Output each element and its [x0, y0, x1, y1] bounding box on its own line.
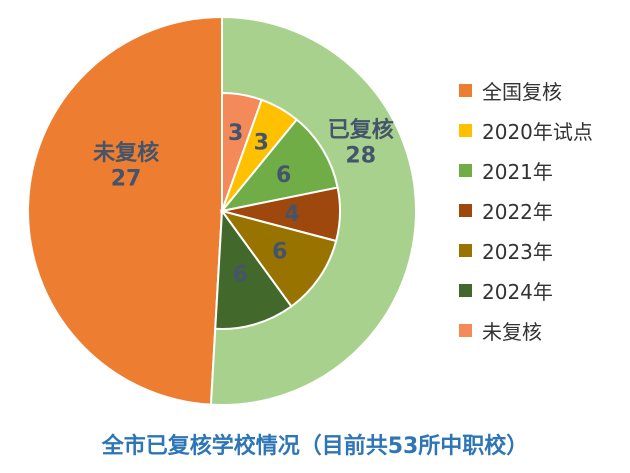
legend-item-6: 未复核	[459, 310, 593, 350]
inner-value-label-5: 6	[233, 262, 248, 287]
legend-swatch	[459, 243, 472, 257]
outer-label-0: 未复核 27	[93, 140, 159, 191]
outer-label-1: 已复核 28	[328, 117, 394, 168]
legend-swatch	[459, 163, 472, 177]
inner-value-label-0: 3	[228, 121, 243, 146]
legend-item-3: 2022年	[459, 190, 593, 230]
legend-item-4: 2023年	[459, 230, 593, 270]
legend-swatch	[459, 283, 472, 297]
legend-item-1: 2020年试点	[459, 110, 593, 150]
chart-legend: 全国复核 2020年试点 2021年 2022年 2023年 2024年未复核	[459, 70, 593, 350]
legend-item-0: 全国复核	[459, 70, 593, 110]
legend-label: 2021年	[482, 159, 553, 184]
legend-label: 2022年	[482, 199, 553, 224]
legend-label: 2024年	[482, 279, 553, 304]
inner-slice-5	[214, 208, 293, 330]
legend-swatch	[459, 123, 472, 137]
legend-label: 2020年试点	[482, 119, 593, 144]
chart-title: 全市已复核学校情况（目前共53所中职校）	[101, 434, 529, 459]
legend-label: 未复核	[482, 319, 542, 344]
legend-swatch	[459, 323, 472, 337]
legend-item-5: 2024年	[459, 270, 593, 310]
legend-swatch	[459, 83, 472, 97]
legend-label: 全国复核	[482, 79, 562, 104]
inner-value-label-1: 3	[254, 130, 269, 155]
outer-slice-0	[27, 15, 223, 406]
legend-item-2: 2021年	[459, 150, 593, 190]
inner-value-label-4: 6	[272, 240, 287, 265]
inner-value-label-2: 6	[276, 163, 291, 188]
legend-swatch	[459, 203, 472, 217]
inner-value-label-3: 4	[284, 202, 299, 227]
legend-label: 2023年	[482, 239, 553, 264]
